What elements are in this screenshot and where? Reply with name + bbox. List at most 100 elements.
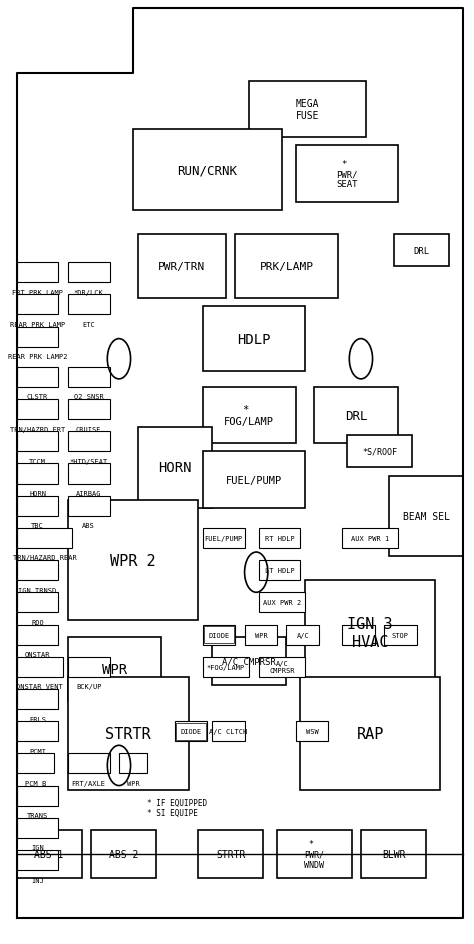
Text: STRTR: STRTR (105, 726, 151, 741)
Bar (17, 851, 58, 870)
Bar (137, 428, 212, 508)
Bar (17, 753, 54, 774)
Text: RUN/CRNK: RUN/CRNK (177, 164, 237, 177)
Text: BLWR: BLWR (382, 849, 405, 859)
Text: A/C: A/C (296, 632, 309, 638)
Text: INJ: INJ (31, 877, 44, 883)
Text: * 
FOG/LAMP: * FOG/LAMP (224, 405, 274, 427)
Bar (249, 82, 365, 138)
Text: AIRBAG: AIRBAG (76, 491, 101, 497)
Text: ONSTAR: ONSTAR (25, 651, 50, 657)
Bar (68, 399, 109, 420)
Bar (245, 625, 277, 645)
Bar (17, 399, 58, 420)
Bar (17, 431, 58, 452)
Bar (119, 753, 147, 774)
Text: * 
PWR/
WNDW: * PWR/ WNDW (304, 839, 324, 869)
Text: TBC: TBC (31, 523, 44, 529)
Text: A/C CLTCH: A/C CLTCH (209, 729, 247, 734)
Text: LT HDLP: LT HDLP (264, 567, 294, 574)
Bar (137, 235, 226, 299)
Bar (17, 830, 82, 878)
Bar (17, 529, 73, 548)
Text: A/C
CMPRSR: A/C CMPRSR (269, 661, 294, 674)
Bar (203, 625, 235, 645)
Text: RT HDLP: RT HDLP (264, 535, 294, 541)
Text: FUEL/PUMP: FUEL/PUMP (204, 535, 243, 541)
Text: IGN TRNSD: IGN TRNSD (18, 587, 56, 593)
Bar (17, 818, 58, 838)
Bar (314, 388, 398, 444)
Text: FRT PRK LAMP: FRT PRK LAMP (12, 290, 63, 295)
Text: FUEL/PUMP: FUEL/PUMP (226, 475, 282, 485)
Bar (212, 637, 286, 685)
Text: STRTR: STRTR (216, 849, 246, 859)
Bar (235, 235, 337, 299)
Bar (17, 721, 58, 741)
Bar (258, 657, 305, 677)
Text: CRUISE: CRUISE (76, 426, 101, 432)
Text: WSW: WSW (306, 729, 319, 734)
Bar (342, 625, 375, 645)
Bar (258, 529, 301, 548)
Text: STOP: STOP (392, 632, 409, 638)
Bar (175, 721, 207, 741)
Bar (286, 625, 319, 645)
Bar (17, 625, 58, 645)
Text: ABS 1: ABS 1 (35, 849, 64, 859)
Bar (258, 593, 305, 613)
Bar (17, 328, 58, 347)
Text: IGN 3
HVAC: IGN 3 HVAC (347, 616, 393, 649)
Bar (384, 625, 417, 645)
Bar (133, 130, 282, 211)
Bar (389, 476, 463, 556)
Bar (68, 753, 109, 774)
Bar (203, 307, 305, 371)
Bar (17, 295, 58, 315)
Bar (212, 721, 245, 741)
Bar (198, 830, 263, 878)
Bar (17, 464, 58, 484)
Text: * IF EQUIPPED
* SI EQUIPE: * IF EQUIPPED * SI EQUIPE (147, 798, 207, 818)
Text: PRK/LAMP: PRK/LAMP (259, 261, 313, 272)
Bar (17, 689, 58, 709)
Text: HORN: HORN (29, 491, 46, 497)
Text: MEGA
FUSE: MEGA FUSE (296, 99, 319, 121)
Text: ABS 2: ABS 2 (109, 849, 138, 859)
Text: TRN/HAZRD FRT: TRN/HAZRD FRT (10, 426, 65, 432)
Text: TCCM: TCCM (29, 459, 46, 464)
Bar (393, 235, 449, 267)
Bar (68, 431, 109, 452)
Bar (17, 657, 63, 677)
Bar (17, 367, 58, 388)
Text: WPR: WPR (127, 780, 139, 786)
Bar (342, 529, 398, 548)
Text: WPR: WPR (102, 662, 127, 676)
Text: ABS: ABS (82, 523, 95, 529)
Bar (17, 561, 58, 581)
Text: REAR PRK LAMP2: REAR PRK LAMP2 (8, 354, 67, 360)
Bar (91, 830, 156, 878)
Bar (296, 721, 328, 741)
Bar (68, 262, 109, 283)
Text: *S/ROOF: *S/ROOF (362, 447, 397, 456)
Bar (68, 497, 109, 516)
Bar (68, 295, 109, 315)
Bar (277, 830, 352, 878)
Text: ETC: ETC (82, 322, 95, 328)
Text: PWR/TRN: PWR/TRN (158, 261, 205, 272)
Text: IGN: IGN (31, 845, 44, 851)
Text: TRN/HAZARD REAR: TRN/HAZARD REAR (13, 555, 76, 561)
Text: *HTD/SEAT: *HTD/SEAT (70, 459, 108, 464)
Bar (17, 593, 58, 613)
Text: FRT/AXLE: FRT/AXLE (72, 780, 106, 786)
Text: REAR PRK LAMP: REAR PRK LAMP (10, 322, 65, 328)
Text: PCM B: PCM B (25, 780, 46, 786)
Bar (17, 497, 58, 516)
Bar (296, 146, 398, 203)
Text: WPR 2: WPR 2 (110, 553, 156, 568)
Bar (68, 677, 189, 790)
Text: AUX PWR 2: AUX PWR 2 (263, 599, 301, 606)
Text: O2 SNSR: O2 SNSR (74, 394, 104, 400)
Text: HDLP: HDLP (237, 332, 271, 346)
